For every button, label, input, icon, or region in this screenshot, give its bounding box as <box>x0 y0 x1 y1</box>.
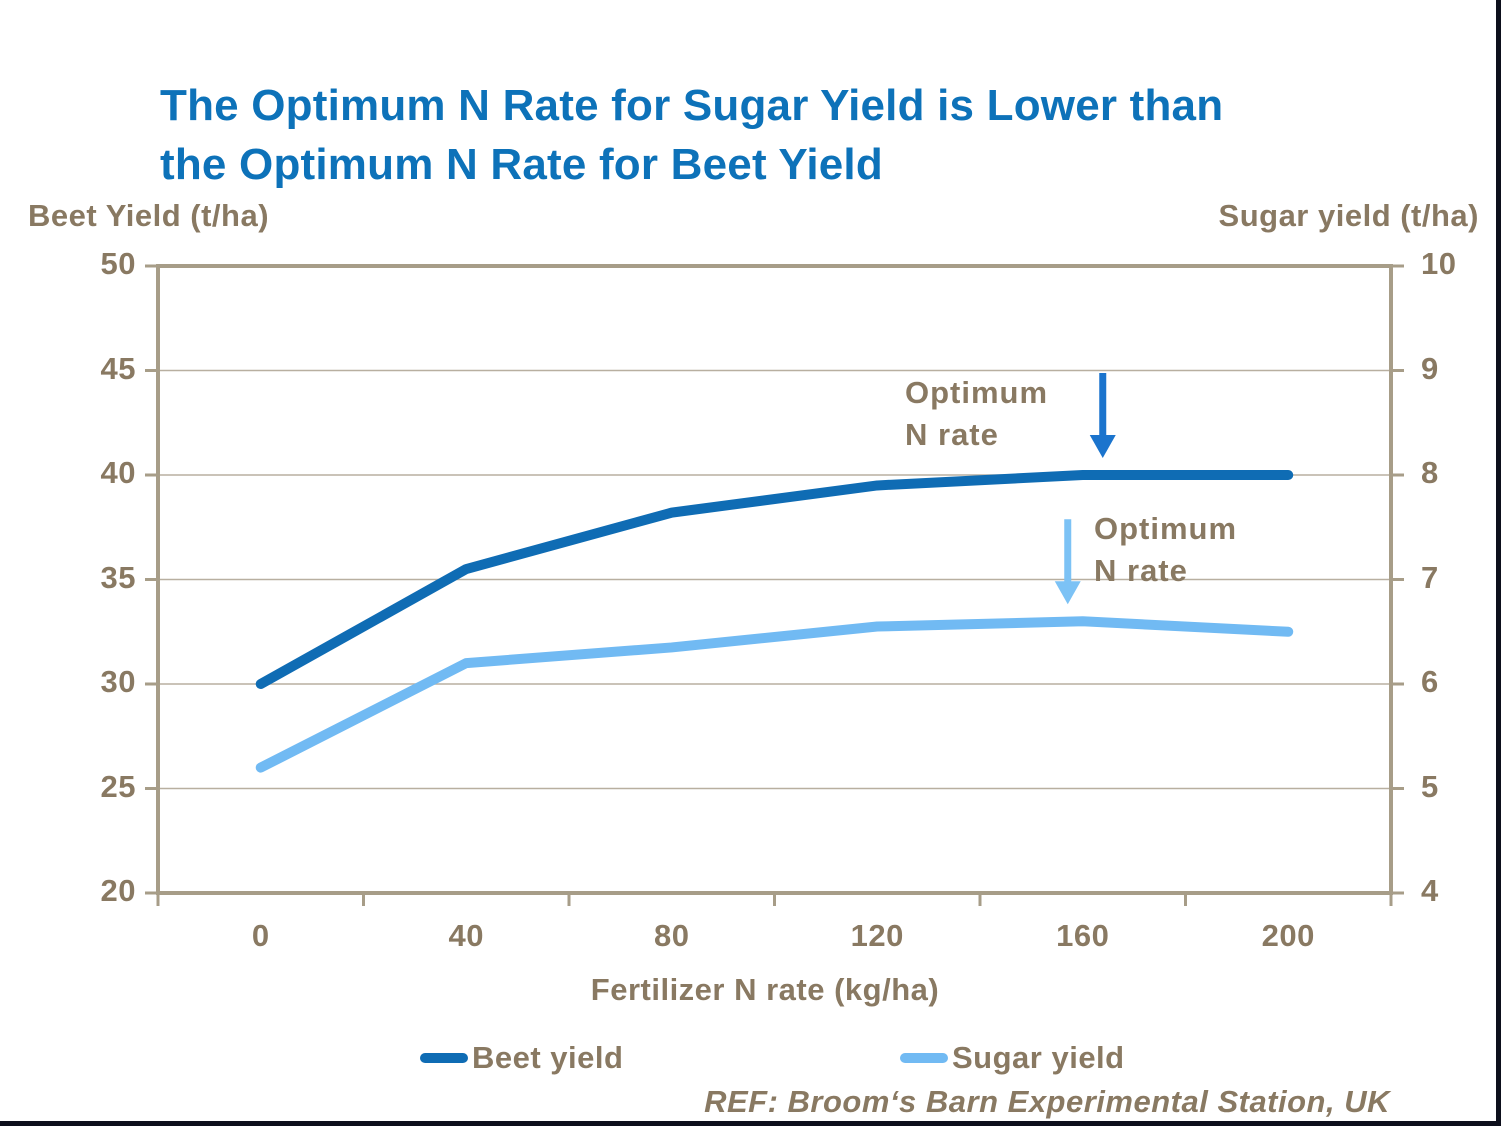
x-axis-tick-label: 160 <box>1056 918 1110 953</box>
legend-label-beet-yield: Beet yield <box>472 1040 624 1075</box>
sugar-optimum-annotation-line1: Optimum <box>1094 511 1238 546</box>
slide-bottom-edge <box>0 1121 1501 1126</box>
beet-optimum-annotation-line1: Optimum <box>905 375 1049 410</box>
sugar-optimum-annotation: Optimum N rate <box>1094 508 1237 592</box>
x-axis-tick-label: 120 <box>850 918 904 953</box>
x-axis-tick-label: 80 <box>654 918 690 953</box>
legend-label-sugar-yield: Sugar yield <box>952 1040 1125 1075</box>
left-axis-tick-label: 40 <box>100 455 136 490</box>
right-axis-tick-label: 5 <box>1421 768 1439 804</box>
x-axis-title: Fertilizer N rate (kg/ha) <box>590 972 940 1007</box>
left-axis-tick-label: 25 <box>100 768 136 804</box>
chart-title-line1: The Optimum N Rate for Sugar Yield is Lo… <box>160 81 1224 131</box>
beet-optimum-annotation-line2: N rate <box>905 417 999 452</box>
left-axis-title: Beet Yield (t/ha) <box>28 198 270 233</box>
x-axis-tick-label: 40 <box>448 918 484 953</box>
chart-title: The Optimum N Rate for Sugar Yield is Lo… <box>160 77 1420 193</box>
x-axis-tick-label: 200 <box>1261 918 1315 953</box>
right-axis-tick-label: 9 <box>1421 350 1439 386</box>
right-axis-tick-label: 8 <box>1421 455 1439 490</box>
x-axis-tick-label: 0 <box>251 918 270 953</box>
right-axis-tick-label: 6 <box>1421 664 1439 699</box>
sugar-yield-line-swatch <box>900 1053 948 1063</box>
chart-title-line2: the Optimum N Rate for Beet Yield <box>160 139 883 189</box>
slide-right-edge <box>1496 0 1501 1126</box>
left-axis-tick-label: 30 <box>100 664 136 699</box>
legend-item-beet-yield: Beet yield <box>420 1040 623 1076</box>
legend-item-sugar-yield: Sugar yield <box>900 1040 1125 1076</box>
right-axis-title: Sugar yield (t/ha) <box>1218 198 1479 233</box>
beet-yield-line <box>255 470 1294 689</box>
beet-yield-line-swatch <box>420 1053 468 1063</box>
reference-text: REF: Broom‘s Barn Experimental Station, … <box>704 1084 1390 1119</box>
right-axis-tick-label: 7 <box>1421 559 1439 595</box>
left-axis-tick-label: 20 <box>100 873 136 908</box>
left-axis-tick-label: 50 <box>100 246 136 281</box>
left-axis-tick-label: 45 <box>100 350 136 386</box>
right-axis-tick-label: 10 <box>1421 246 1457 281</box>
sugar-optimum-arrow-head <box>1054 581 1081 605</box>
beet-optimum-arrow-head <box>1089 435 1116 458</box>
sugar-optimum-annotation-line2: N rate <box>1094 553 1188 588</box>
right-axis-tick-label: 4 <box>1421 873 1439 908</box>
beet-optimum-annotation: Optimum N rate <box>905 372 1048 456</box>
sugar-yield-line <box>255 616 1294 773</box>
left-axis-tick-label: 35 <box>100 559 136 595</box>
